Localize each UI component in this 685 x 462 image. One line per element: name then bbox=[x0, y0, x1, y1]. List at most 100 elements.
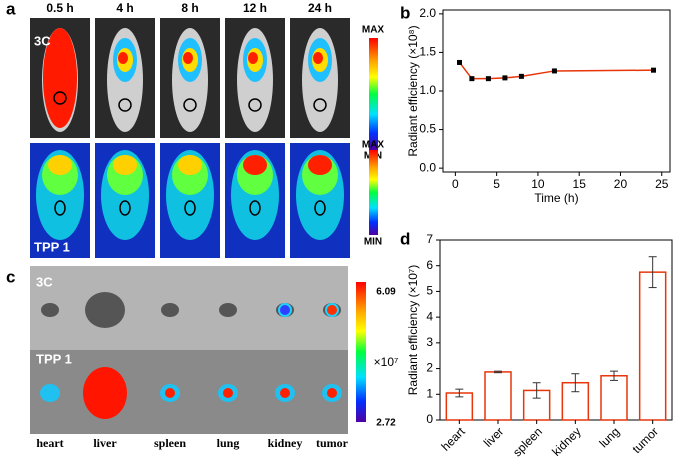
bar bbox=[522, 389, 551, 421]
bar bbox=[484, 371, 512, 421]
error-bar bbox=[494, 370, 502, 374]
x-tick-label: tumor bbox=[629, 424, 661, 456]
marker bbox=[518, 73, 524, 79]
organ bbox=[161, 303, 179, 317]
error-bar bbox=[455, 388, 464, 398]
y-tick-label: 4 bbox=[426, 309, 433, 323]
y-axis-label: Radiant efficiency (×10⁷) bbox=[406, 265, 420, 396]
imaging-panel-c: heart liver spleen lung kidney tumor 3C TPP 1 6.… bbox=[30, 266, 398, 450]
signal bbox=[308, 155, 332, 175]
signal bbox=[280, 388, 290, 398]
x-tick-label: 10 bbox=[531, 177, 545, 191]
signal bbox=[48, 155, 72, 175]
organ-label: lung bbox=[217, 436, 240, 450]
organ bbox=[85, 292, 125, 328]
tumor-roi bbox=[248, 98, 262, 112]
signal bbox=[113, 155, 137, 175]
image-bg bbox=[30, 350, 348, 434]
signal bbox=[223, 388, 233, 398]
tumor-roi bbox=[53, 91, 67, 105]
organ-label: spleen bbox=[154, 436, 186, 450]
marker bbox=[457, 59, 463, 65]
marker bbox=[551, 68, 557, 74]
time-label: 0.5 h bbox=[46, 1, 73, 15]
marker bbox=[485, 76, 491, 82]
signal bbox=[278, 303, 292, 317]
y-tick-label: 2.0 bbox=[419, 6, 436, 20]
marker bbox=[650, 67, 656, 73]
colorbar-max: MAX bbox=[362, 25, 385, 36]
organ-label: heart bbox=[36, 436, 63, 450]
bar bbox=[445, 392, 474, 421]
tumor-roi bbox=[119, 200, 131, 216]
tumor-roi bbox=[249, 200, 261, 216]
x-tick-label: 5 bbox=[493, 177, 500, 191]
error-bar bbox=[571, 373, 580, 393]
x-tick-label: 0 bbox=[452, 177, 459, 191]
time-label: 12 h bbox=[243, 1, 267, 15]
y-tick-label: 0 bbox=[426, 412, 433, 426]
tumor-roi bbox=[183, 98, 197, 112]
tumor-roi bbox=[313, 98, 327, 112]
x-tick-label: spleen bbox=[510, 424, 545, 459]
signal bbox=[43, 28, 77, 128]
organ bbox=[219, 303, 237, 317]
signal bbox=[243, 155, 267, 175]
x-tick-label: kidney bbox=[549, 424, 583, 458]
y-tick-label: 3 bbox=[426, 335, 433, 349]
signal bbox=[327, 388, 337, 398]
bar bbox=[638, 271, 667, 421]
tumor-roi bbox=[118, 98, 132, 112]
signal bbox=[118, 52, 128, 64]
y-tick-label: 5 bbox=[426, 284, 433, 298]
organ-label: tumor bbox=[316, 436, 349, 450]
colorbar bbox=[369, 38, 378, 150]
colorbar bbox=[369, 150, 378, 235]
colorbar-min: MIN bbox=[364, 237, 382, 248]
plot-frame bbox=[439, 239, 673, 421]
time-label: 8 h bbox=[181, 1, 198, 15]
error-bar bbox=[610, 370, 618, 381]
signal bbox=[248, 52, 258, 64]
row-label: 3C bbox=[34, 33, 51, 48]
y-tick-label: 0.0 bbox=[419, 160, 436, 174]
y-tick-label: 2 bbox=[426, 361, 433, 375]
y-tick-label: 0.5 bbox=[419, 122, 436, 136]
signal bbox=[183, 52, 193, 64]
y-axis-label: Radiant efficiency (×10⁸) bbox=[406, 25, 420, 156]
y-tick-label: 6 bbox=[426, 258, 433, 272]
y-tick-label: 1 bbox=[426, 386, 433, 400]
row-label: TPP 1 bbox=[36, 351, 72, 366]
panel-label: b bbox=[400, 3, 410, 22]
organ bbox=[41, 303, 59, 317]
signal bbox=[325, 303, 339, 317]
colorbar bbox=[356, 282, 366, 422]
colorbar-max: MAX bbox=[362, 140, 385, 151]
x-tick-label: lung bbox=[596, 424, 622, 450]
tumor-roi bbox=[184, 200, 196, 216]
colorbar-unit: ×10⁷ bbox=[374, 355, 399, 369]
time-label: 4 h bbox=[116, 1, 133, 15]
x-tick-label: 15 bbox=[573, 177, 587, 191]
signal bbox=[40, 384, 60, 402]
error-bar bbox=[532, 382, 541, 399]
x-tick-label: 20 bbox=[614, 177, 628, 191]
bar bbox=[600, 375, 628, 421]
x-tick-label: heart bbox=[438, 424, 468, 454]
signal bbox=[165, 388, 175, 398]
signal bbox=[83, 367, 127, 419]
colorbar-min: 2.72 bbox=[376, 418, 396, 429]
plot-frame bbox=[442, 9, 671, 173]
signal bbox=[313, 52, 323, 64]
row-label: TPP 1 bbox=[34, 239, 70, 254]
marker bbox=[469, 76, 475, 82]
signal bbox=[178, 155, 202, 175]
organ-label: kidney bbox=[268, 436, 303, 450]
marker bbox=[502, 75, 508, 81]
y-tick-label: 7 bbox=[426, 232, 433, 246]
time-label: 24 h bbox=[308, 1, 332, 15]
error-bar bbox=[648, 256, 657, 289]
panel-label: a bbox=[6, 0, 16, 18]
